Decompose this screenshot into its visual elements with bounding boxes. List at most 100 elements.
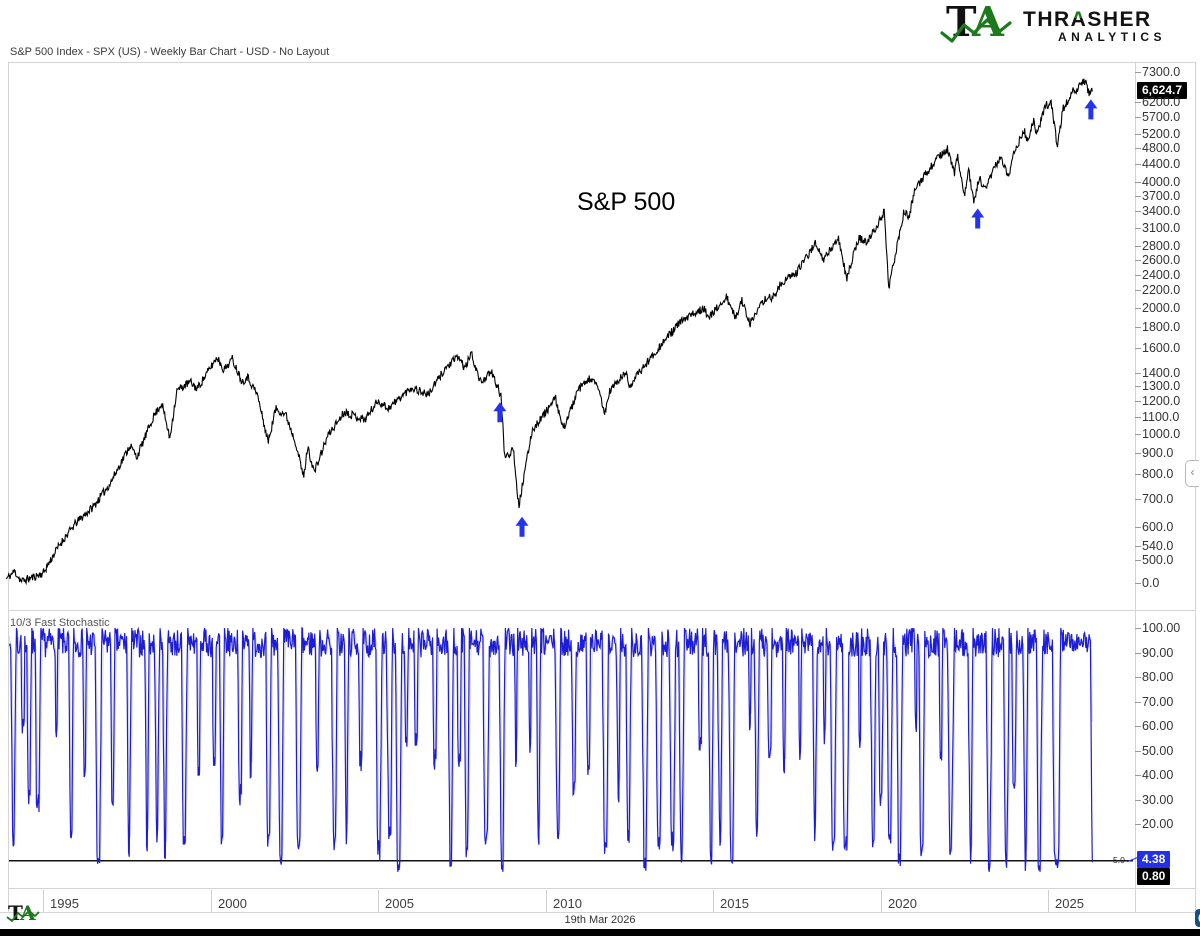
y-axis-tick [1135,401,1141,402]
y-axis-label: 2800.0 [1142,239,1181,253]
up-arrow-icon [493,402,507,423]
x-axis-label: 2025 [1055,896,1084,911]
right-edge-border [1195,62,1196,912]
stochastic-tool-label: 10/3 Fast Stochastic [10,617,110,629]
y-axis-tick [1135,677,1141,678]
y-axis-tick [1135,726,1141,727]
x-axis-tick [546,890,547,912]
y-axis-tick [1135,134,1141,135]
y-axis-tick [1135,824,1141,825]
y-axis-label: 60.00 [1142,719,1174,733]
y-axis-label: 540.0 [1142,539,1174,553]
x-axis-label: 2000 [218,896,247,911]
up-arrow-icon [515,516,529,537]
panel-separator [8,610,1196,611]
chevron-left-icon[interactable]: ‹ [1185,460,1199,487]
y-axis-label: 1400.0 [1142,366,1181,380]
chart-date: 19th Mar 2026 [564,914,636,926]
y-axis-tick [1135,386,1141,387]
x-axis-tick [211,890,212,912]
y-axis-label: 2000.0 [1142,301,1181,315]
y-axis-label: 2200.0 [1142,283,1181,297]
y-axis-label: 4400.0 [1142,157,1181,171]
y-axis-label: 5700.0 [1142,110,1181,124]
y-axis-tick [1135,702,1141,703]
y-axis-tick [1135,560,1141,561]
last-price-badge: 6,624.7 [1137,82,1188,99]
y-axis-tick [1135,308,1141,309]
logo-name-green-a: A [1070,8,1088,31]
y-axis-tick [1135,327,1141,328]
footer-logo-zigzag-icon [6,910,40,922]
threshold-level-label: 5.0 [1113,855,1125,865]
x-axis-bottom-border [0,912,1196,913]
y-axis-tick [1135,102,1141,103]
y-axis-label: 1200.0 [1142,394,1181,408]
y-axis-label: 800.0 [1142,467,1174,481]
x-axis-label: 2010 [553,896,582,911]
y-axis-label: 1000.0 [1142,427,1181,441]
y-axis-label: 900.0 [1142,446,1174,460]
y-axis-label: 80.00 [1142,670,1174,684]
y-axis-label: 0.0 [1142,576,1160,590]
y-axis-label: 90.00 [1142,646,1174,660]
y-axis-tick [1135,751,1141,752]
y-axis-label: 6200.0 [1142,95,1181,109]
y-axis-tick [1135,499,1141,500]
y-axis-tick [1135,275,1141,276]
up-arrow-icon [971,208,985,229]
y-axis-label: 70.00 [1142,695,1174,709]
y-axis-label: 500.0 [1142,553,1174,567]
y-axis-tick [1135,434,1141,435]
chart-title: S&P 500 Index - SPX (US) - Weekly Bar Ch… [10,46,330,58]
thrasher-footer-logo: T A [6,901,54,927]
y-axis-tick [1135,196,1141,197]
footer-logo-t: T [8,901,23,925]
y-axis-separator [1135,62,1136,912]
logo-zigzag-chart-icon [940,18,1012,43]
y-axis-label: 40.00 [1142,768,1174,782]
stoch-d-value-badge: 0.80 [1137,868,1171,885]
y-axis-tick [1135,211,1141,212]
y-axis-tick [1135,373,1141,374]
y-axis-label: 1100.0 [1142,410,1180,424]
optuma-icon [1195,909,1200,927]
logo-subname: ANALYTICS [1058,30,1167,44]
x-axis-label: 1995 [50,896,79,911]
x-axis-tick [378,890,379,912]
main-panel-top-border [8,62,1196,63]
x-axis-tick [43,890,44,912]
y-axis-tick [1135,653,1141,654]
y-axis-label: 1600.0 [1142,341,1181,355]
bottom-black-bar [0,929,1200,936]
y-axis-tick [1135,775,1141,776]
y-axis-label: 7300.0 [1142,65,1181,79]
price-line [5,78,1093,586]
y-axis-tick [1135,628,1141,629]
y-axis-tick [1135,474,1141,475]
y-axis-label: 3100.0 [1142,221,1181,235]
sp500-chart-label: S&P 500 [577,188,676,216]
y-axis-label: 700.0 [1142,492,1174,506]
y-axis-tick [1135,246,1141,247]
stoch-k-line [8,626,1093,872]
y-axis-label: 20.00 [1142,817,1174,831]
x-axis-label: 2005 [385,896,414,911]
y-axis-tick [1135,348,1141,349]
logo-name: THRASHER [1023,8,1152,31]
stoch-k-value-badge: 4.38 [1137,851,1171,868]
y-axis-label: 4800.0 [1142,141,1181,155]
y-axis-label: 3700.0 [1142,189,1181,203]
y-axis-tick [1135,453,1141,454]
y-axis-tick [1135,290,1141,291]
y-axis-label: 1300.0 [1142,379,1181,393]
y-axis-label: 3400.0 [1142,204,1181,218]
x-axis-tick [713,890,714,912]
y-axis-label: 30.00 [1142,793,1174,807]
thrasher-analytics-logo: T A THRASHER ANALYTICS [940,2,1180,46]
stoch-d-line [8,627,1093,870]
y-axis-label: 50.00 [1142,744,1174,758]
y-axis-label: 5200.0 [1142,127,1181,141]
